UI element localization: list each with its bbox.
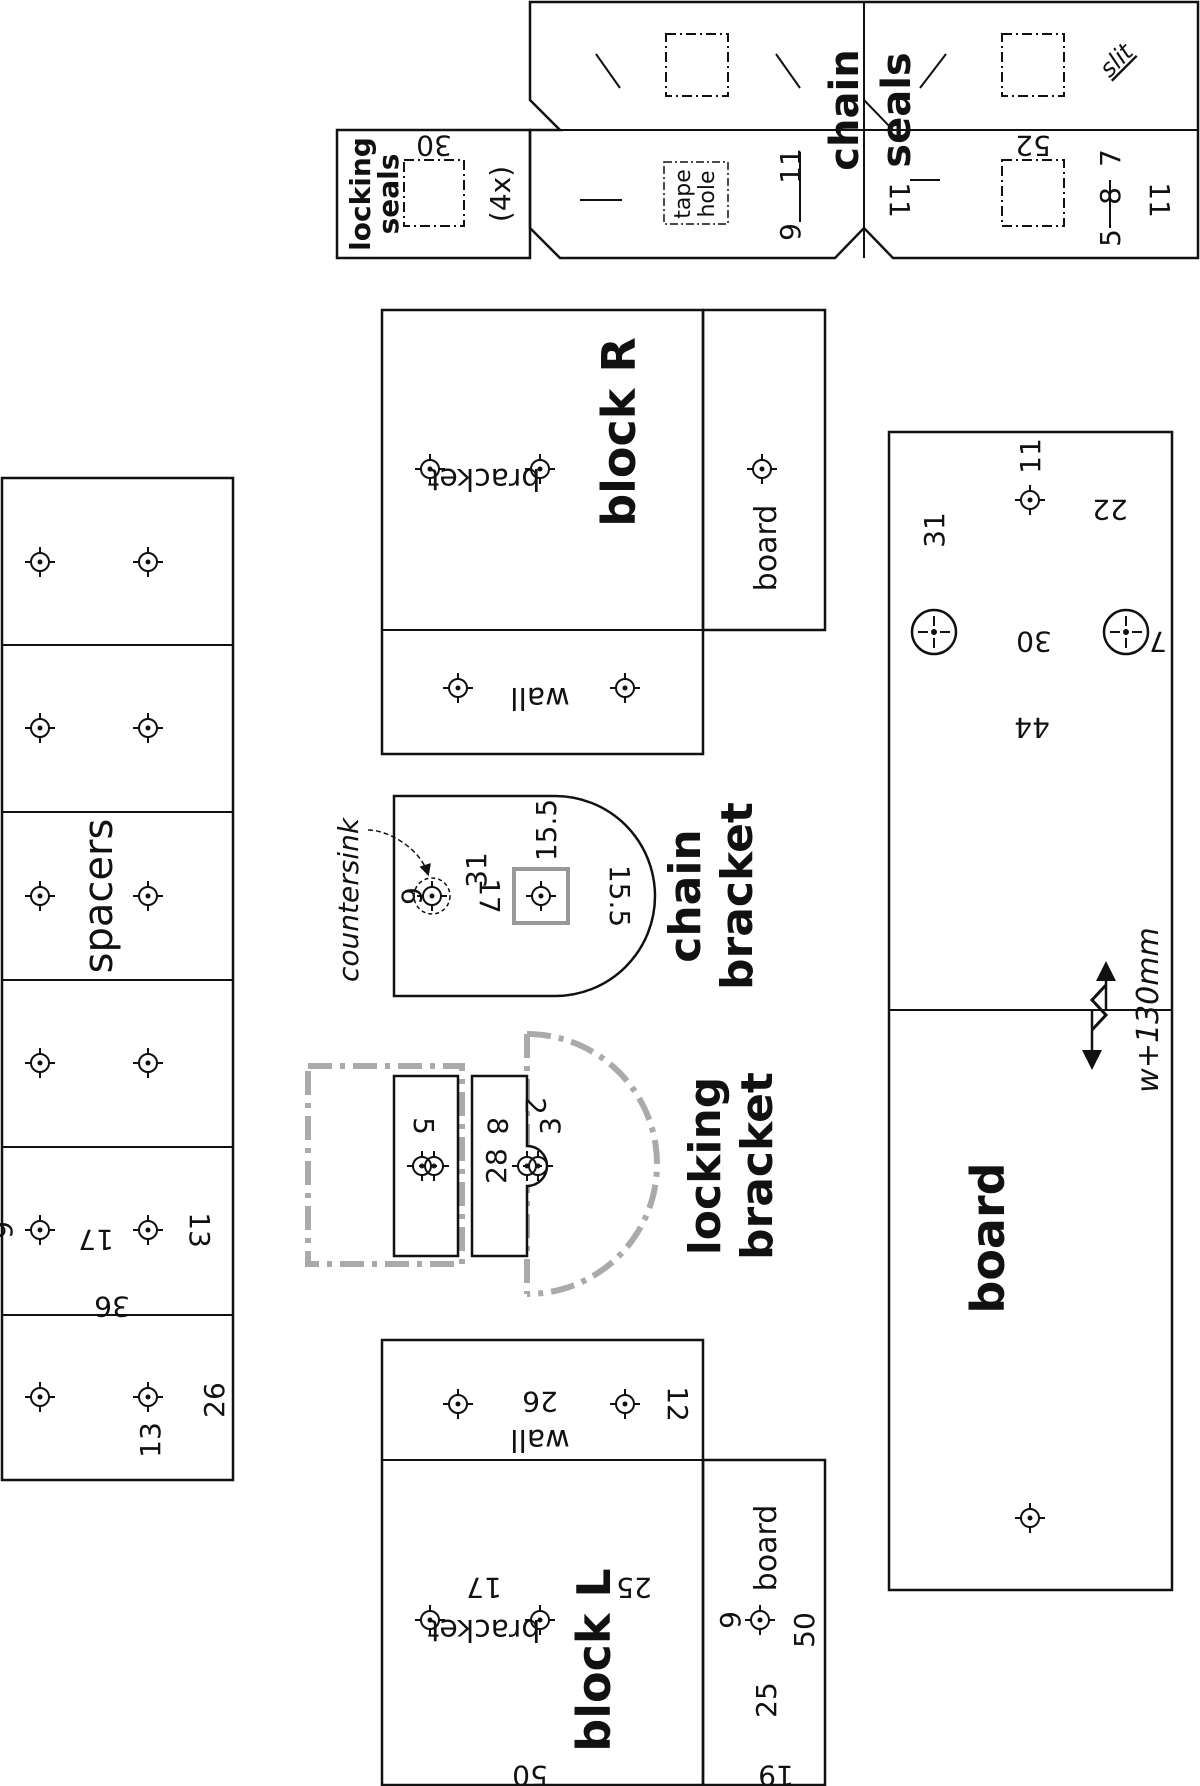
block-l-dim-26: 26	[522, 1385, 558, 1418]
locking-seals-part: locking seals (4x) 30	[335, 128, 532, 260]
spacers-part: spacers 36 9 17 13 13 26	[0, 476, 235, 1482]
spacers-dim-13a: 13	[183, 1212, 216, 1248]
board-dim-22: 22	[1092, 493, 1128, 526]
chain-seals-dim-11c: 11	[1143, 182, 1176, 218]
block-l-part: block L bracket board wall 26 12 17 25 9…	[380, 1338, 827, 1786]
block-l-title: block L	[567, 1568, 621, 1751]
chain-bracket-dim-6: 6	[395, 887, 428, 905]
chain-seals-dim-8: 8	[1094, 187, 1127, 205]
block-l-wall-label: wall	[510, 1422, 570, 1457]
locking-bracket-dim-3: 3	[534, 1117, 567, 1135]
board-length: w+130mm	[1131, 927, 1166, 1092]
locking-bracket-dim-5: 5	[407, 1117, 440, 1135]
chain-seals-dim-52: 52	[1015, 129, 1051, 162]
spacers-dim-36: 36	[94, 1290, 130, 1323]
block-l-dim-12: 12	[661, 1386, 694, 1422]
locking-seals-count: (4x)	[484, 166, 517, 222]
block-r-part: block R bracket board wall	[380, 308, 827, 756]
board-dim-31: 31	[918, 512, 951, 548]
block-r-wall-label: wall	[510, 680, 570, 715]
block-l-dim-50b: 50	[512, 1759, 548, 1786]
chain-bracket-countersink: countersink	[332, 816, 365, 982]
spacers-dim-13b: 13	[134, 1422, 167, 1458]
chain-bracket-title-2: bracket	[712, 802, 763, 990]
block-l-dim-50a: 50	[788, 1612, 821, 1648]
block-l-bracket-label: bracket	[427, 1612, 540, 1647]
block-l-board-label: board	[749, 1505, 784, 1592]
block-l-dim-25b: 25	[750, 1682, 783, 1718]
board-title: board	[961, 1162, 1015, 1313]
locking-bracket-dim-8: 8	[481, 1117, 514, 1135]
locking-seals-dim-30: 30	[416, 129, 452, 162]
chain-bracket-dim-15-5a: 15.5	[530, 799, 563, 861]
block-r-title: block R	[592, 337, 646, 527]
spacers-dim-9: 9	[0, 1221, 19, 1239]
locking-bracket-title-1: locking	[680, 1077, 731, 1256]
locking-bracket-dim-2: 2	[519, 1097, 552, 1115]
locking-seals-title-1: locking	[344, 137, 377, 251]
chain-seals-title-2: seals	[874, 52, 920, 167]
block-r-bracket-label: bracket	[427, 461, 540, 496]
board-dim-30: 30	[1016, 625, 1052, 658]
chain-seals-part: chain seals tape hole 9 11 11 52 5 8 7 1…	[528, 0, 1200, 260]
board-part: board w+130mm 11 22 31 30 7 44	[887, 430, 1174, 1592]
chain-bracket-dim-17: 17	[473, 878, 506, 914]
chain-bracket-part: countersink chain bracket 6 31 17 15.5 1…	[332, 794, 763, 998]
spacers-dim-17: 17	[78, 1223, 114, 1256]
chain-bracket-title-1: chain	[660, 829, 711, 963]
block-r-board-label: board	[749, 505, 784, 592]
board-dim-44: 44	[1014, 711, 1050, 744]
block-l-dim-9: 9	[714, 1611, 747, 1629]
chain-seals-dim-5: 5	[1094, 229, 1127, 247]
spacers-title: spacers	[76, 819, 122, 974]
locking-bracket-dim-28: 28	[480, 1148, 513, 1184]
board-dim-11: 11	[1014, 438, 1047, 474]
spacers-dim-26: 26	[198, 1382, 231, 1418]
chain-seals-dim-11a: 11	[774, 148, 807, 184]
locking-seals-title-2: seals	[372, 154, 405, 235]
chain-seals-dim-11b: 11	[883, 182, 916, 218]
block-l-dim-17: 17	[466, 1571, 502, 1604]
chain-seals-dim-7: 7	[1094, 149, 1127, 167]
locking-bracket-title-2: bracket	[732, 1072, 783, 1260]
board-dim-7: 7	[1149, 625, 1167, 658]
chain-seals-dim-9: 9	[774, 223, 807, 241]
chain-bracket-dim-15-5b: 15.5	[603, 865, 636, 927]
block-l-dim-25a: 25	[616, 1571, 652, 1604]
block-l-dim-19: 19	[758, 1759, 794, 1786]
chain-seals-title-1: chain	[822, 49, 868, 170]
locking-bracket-part: locking bracket 5 28 8 3 2	[305, 1031, 783, 1297]
chain-seals-tape-2: hole	[695, 170, 720, 217]
chain-seals-tape-1: tape	[671, 169, 696, 219]
chain-bracket-dim-31: 31	[460, 852, 493, 888]
chain-seals-slit: slit	[1094, 37, 1140, 83]
